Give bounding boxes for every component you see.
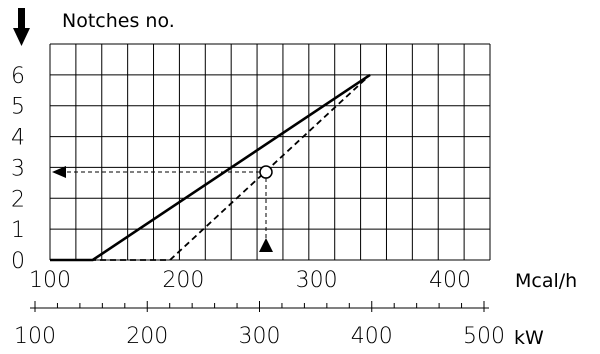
y-tick-label: 5: [11, 95, 25, 120]
x-axis-unit-mcal: Mcal/h: [515, 270, 577, 292]
x-tick-label-mcal: 100: [29, 268, 71, 293]
series-line-dashed: [50, 74, 371, 261]
x-tick-label-kw: 500: [463, 324, 505, 349]
x-tick-label-mcal: 300: [296, 268, 338, 293]
chart-grid: [49, 43, 491, 261]
x-tick-label-mcal: 400: [429, 268, 471, 293]
y-axis-title: Notches no.: [62, 10, 175, 32]
reading-point-marker: [259, 165, 273, 179]
y-tick-label: 4: [11, 126, 25, 151]
x-tick-label-kw: 200: [126, 324, 168, 349]
y-tick-label: 2: [11, 187, 25, 212]
y-tick-label: 3: [11, 156, 25, 181]
x-axis-unit-kw: kW: [514, 327, 544, 349]
y-tick-label: 0: [11, 249, 25, 274]
chart-series: [50, 73, 371, 262]
x-tick-label-mcal: 200: [162, 268, 204, 293]
reading-left-arrow-icon: [52, 166, 66, 179]
x-axis-kw-scale: 100 200 300 400 500: [14, 301, 505, 349]
y-axis-down-arrow-icon: [13, 8, 30, 46]
x-tick-label-kw: 400: [351, 324, 393, 349]
reading-up-arrow-icon: [259, 238, 273, 252]
y-tick-label: 6: [11, 64, 25, 89]
y-tick-labels: 0 1 2 3 4 5 6: [11, 64, 25, 274]
x-tick-label-kw: 300: [239, 324, 281, 349]
y-tick-label: 1: [11, 218, 25, 243]
x-tick-label-kw: 100: [14, 324, 56, 349]
x-axis-mcal-ticks: 100 200 300 400: [29, 268, 471, 293]
reading-example: [52, 165, 273, 252]
